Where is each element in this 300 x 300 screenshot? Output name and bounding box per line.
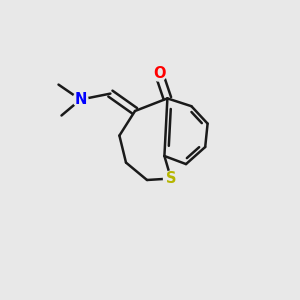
- Circle shape: [164, 171, 178, 186]
- Text: O: O: [153, 66, 165, 81]
- Circle shape: [152, 66, 166, 81]
- Circle shape: [73, 92, 88, 107]
- Text: S: S: [166, 171, 176, 186]
- Text: N: N: [74, 92, 87, 107]
